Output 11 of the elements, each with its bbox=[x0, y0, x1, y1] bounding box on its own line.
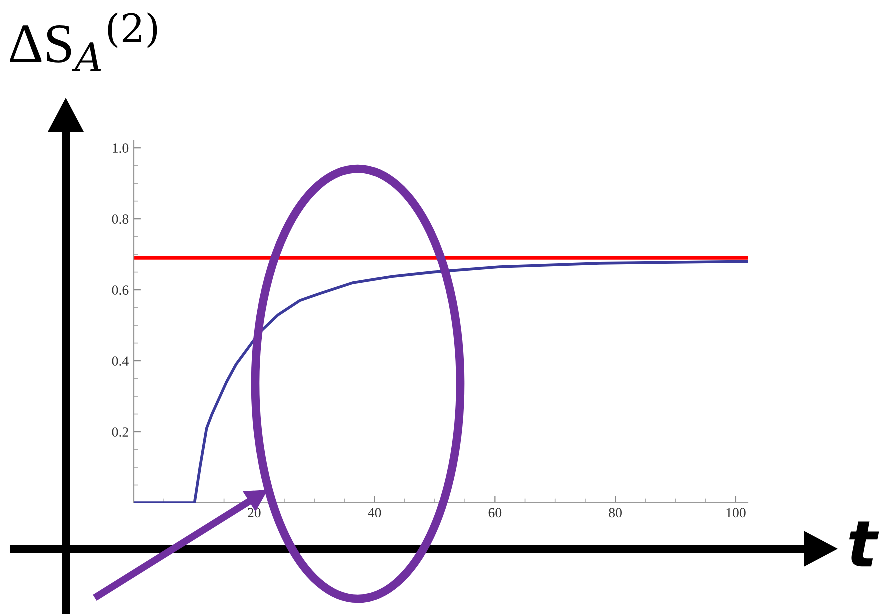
y-axis-title: ΔS$_{A}$$^{(2)}$ bbox=[10, 12, 158, 71]
x-tick-label: 80 bbox=[609, 508, 622, 518]
x-tick-label: 40 bbox=[368, 508, 382, 518]
y-tick-label: 0.6 bbox=[112, 286, 129, 296]
x-tick-label: 100 bbox=[726, 508, 746, 518]
y-tick-label: 1.0 bbox=[113, 144, 129, 154]
y-tick-label: 0.8 bbox=[112, 214, 129, 224]
y-tick-label: 0.2 bbox=[112, 428, 128, 438]
x-tick-label: 60 bbox=[488, 508, 502, 518]
y-tick-label: 0.4 bbox=[112, 356, 129, 366]
x-axis-title: t bbox=[849, 522, 880, 567]
